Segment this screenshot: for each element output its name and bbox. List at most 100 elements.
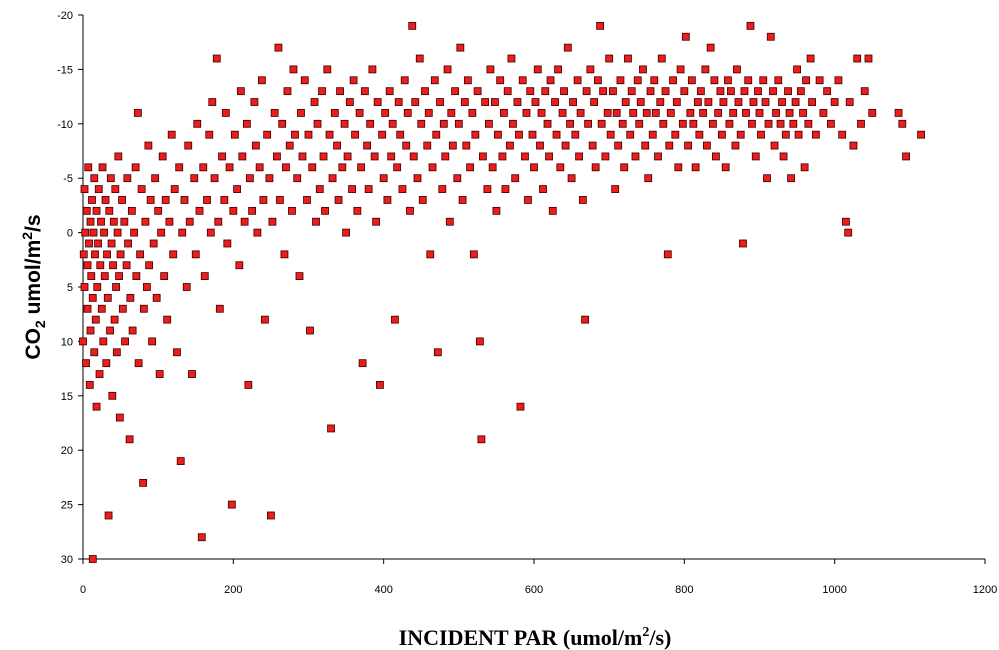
scatter-point: [518, 76, 527, 85]
scatter-point: [654, 152, 662, 161]
scatter-point: [103, 250, 111, 259]
scatter-point: [323, 65, 332, 74]
scatter-point: [402, 141, 411, 150]
y-tick-label: -20: [57, 10, 73, 22]
scatter-point: [430, 76, 439, 85]
scatter-point: [695, 130, 704, 139]
scatter-point: [145, 261, 154, 270]
scatter-point: [133, 109, 142, 117]
scatter-point: [276, 196, 284, 204]
scatter-point: [127, 206, 136, 215]
scatter-point: [539, 185, 547, 193]
scatter-point: [104, 511, 113, 520]
scatter-point: [605, 54, 614, 63]
scatter-point: [229, 206, 238, 215]
scatter-point: [845, 98, 854, 106]
scatter-point: [115, 413, 124, 422]
scatter-point: [97, 304, 106, 313]
scatter-point: [609, 87, 617, 96]
scatter-point: [749, 98, 758, 106]
scatter-point: [212, 54, 221, 63]
scatter-point: [671, 130, 680, 139]
scatter-point: [853, 54, 862, 63]
scatter-point: [511, 174, 520, 183]
scatter-point: [83, 304, 92, 313]
scatter-point: [676, 65, 685, 74]
scatter-point: [318, 87, 326, 96]
scatter-point: [312, 217, 320, 226]
scatter-point: [787, 174, 795, 183]
scatter-point: [471, 130, 480, 139]
scatter-point: [240, 217, 249, 226]
scatter-point: [473, 87, 482, 96]
scatter-point: [778, 98, 786, 106]
scatter-point: [808, 98, 817, 106]
scatter-point: [387, 152, 396, 161]
scatter-point: [693, 98, 702, 106]
scatter-point: [498, 152, 507, 161]
scatter-point: [582, 87, 591, 96]
scatter-point: [573, 76, 582, 85]
scatter-point: [546, 76, 555, 85]
scatter-point: [108, 391, 117, 400]
scatter-point: [815, 76, 824, 85]
scatter-point: [616, 76, 625, 85]
scatter-point: [785, 109, 794, 117]
plot-area: -20 -15 -10 -5 0 5 10 15 20 25 30 0 200 400 600 800 100…: [57, 10, 997, 596]
scatter-point: [282, 163, 290, 172]
scatter-point: [718, 130, 726, 139]
scatter-point: [97, 217, 105, 226]
scatter-point: [96, 261, 105, 270]
scatter-point: [516, 402, 525, 411]
scatter-point: [325, 130, 334, 139]
scatter-point: [106, 326, 114, 335]
scatter-point: [642, 109, 651, 117]
scatter-point: [100, 228, 108, 237]
scatter-point: [221, 109, 230, 117]
scatter-point: [659, 119, 668, 128]
scatter-point: [345, 98, 354, 106]
scatter-point: [274, 43, 283, 52]
scatter-point: [144, 141, 153, 150]
scatter-point: [492, 206, 501, 215]
scatter-point: [303, 196, 311, 204]
scatter-point: [342, 228, 350, 237]
scatter-point: [597, 119, 606, 128]
scatter-point: [674, 163, 683, 172]
scatter-point: [744, 76, 753, 85]
scatter-point: [710, 76, 719, 85]
scatter-point: [315, 185, 324, 193]
scatter-point: [178, 228, 187, 237]
scatter-point: [403, 109, 412, 117]
scatter-point: [513, 98, 522, 106]
scatter-point: [665, 141, 674, 150]
x-tick-label: 400: [374, 584, 392, 596]
scatter-point: [488, 163, 497, 172]
scatter-point: [834, 76, 843, 85]
x-tick-label: 1000: [822, 584, 846, 596]
scatter-point: [83, 261, 92, 270]
scatter-point: [779, 152, 788, 161]
scatter-point: [218, 152, 226, 161]
scatter-point: [327, 424, 335, 433]
scatter-point: [626, 130, 635, 139]
scatter-point: [85, 239, 93, 248]
scatter-point: [614, 141, 623, 150]
scatter-point: [100, 272, 109, 281]
scatter-point: [80, 185, 89, 193]
scatter-point: [351, 130, 360, 139]
scatter-point: [206, 228, 215, 237]
scatter-point: [233, 185, 241, 193]
scatter-point: [618, 119, 627, 128]
scatter-point: [763, 174, 771, 183]
scatter-point: [408, 21, 417, 30]
scatter-point: [548, 206, 557, 215]
y-title-mid: umol/m: [22, 240, 45, 321]
scatter-point: [191, 250, 200, 259]
scatter-point: [868, 109, 877, 117]
scatter-point: [278, 119, 287, 128]
scatter-point: [601, 152, 610, 161]
scatter-point: [627, 87, 636, 96]
scatter-point: [79, 337, 87, 346]
scatter-point: [432, 130, 441, 139]
